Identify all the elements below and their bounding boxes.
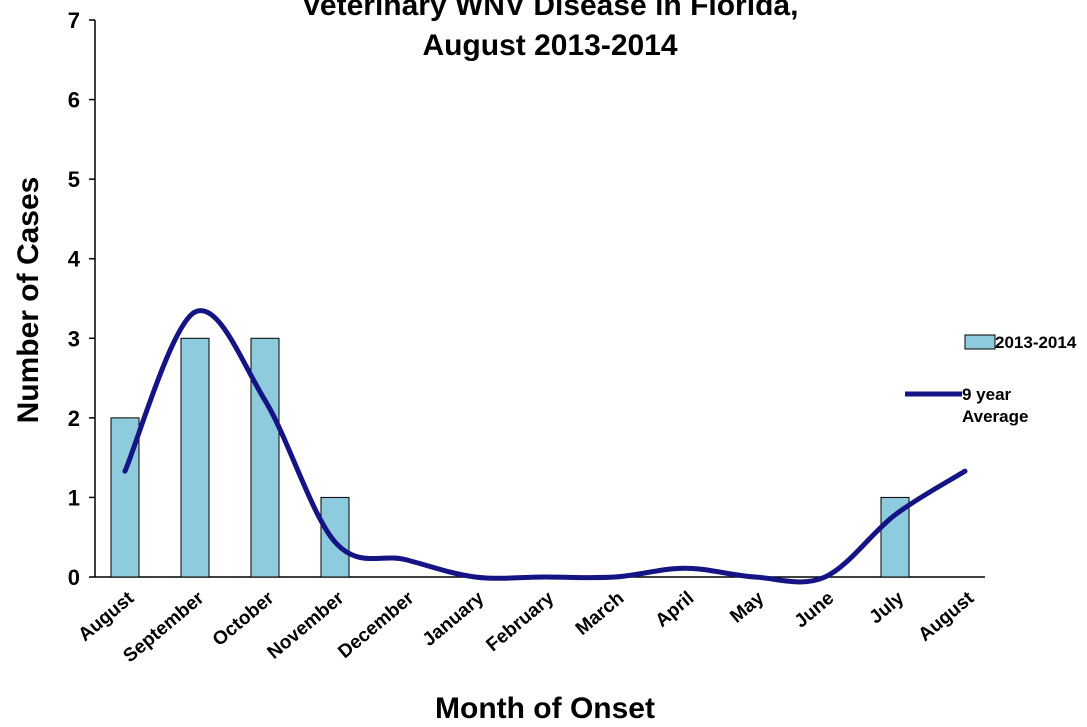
- legend-swatch: [964, 334, 996, 350]
- legend-label: 2013-2014: [995, 333, 1077, 352]
- chart-title: Veterinary WNV Disease in Florida, Augus…: [301, 0, 799, 62]
- x-axis-label: Month of Onset: [435, 692, 655, 725]
- x-tick-label: November: [264, 587, 349, 663]
- bar: [250, 337, 280, 578]
- x-tick-label: October: [209, 587, 279, 650]
- x-tick-label: March: [572, 588, 628, 640]
- x-tick-label: June: [791, 588, 838, 633]
- x-tick-label: August: [75, 587, 139, 646]
- y-tick-label: 4: [68, 247, 81, 272]
- x-tick-label: May: [726, 587, 768, 627]
- y-tick-label: 1: [68, 485, 80, 510]
- x-tick-label: July: [866, 587, 909, 628]
- y-tick-label: 2: [68, 406, 80, 431]
- y-tick-label: 7: [68, 8, 80, 33]
- y-tick-label: 5: [68, 167, 80, 192]
- y-tick-label: 0: [68, 565, 80, 590]
- x-tick-label: December: [334, 587, 418, 663]
- bar: [320, 496, 350, 578]
- y-tick-label: 3: [68, 326, 80, 351]
- y-tick-label: 6: [68, 88, 80, 113]
- x-tick-label: April: [652, 588, 699, 632]
- average-line: [122, 308, 968, 585]
- legend-label: 9 year Average: [962, 385, 1029, 426]
- x-tick-label: January: [419, 587, 489, 650]
- y-axis-label: Number of Cases: [12, 177, 45, 424]
- x-tick-label: February: [482, 587, 558, 656]
- x-tick-label: August: [915, 587, 979, 646]
- bar: [180, 337, 210, 578]
